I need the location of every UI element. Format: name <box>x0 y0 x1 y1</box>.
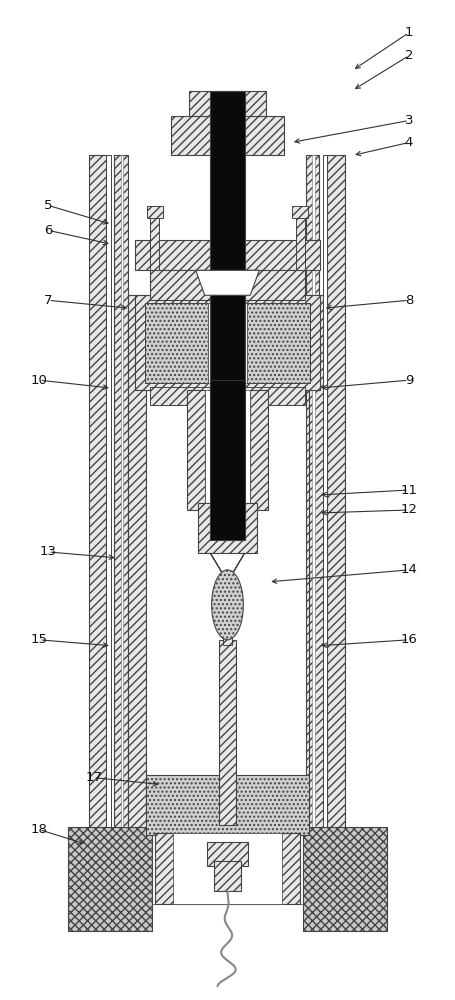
Bar <box>155 833 300 904</box>
Bar <box>250 390 268 510</box>
Bar <box>151 270 304 300</box>
Text: 15: 15 <box>31 633 48 646</box>
Circle shape <box>212 570 243 640</box>
Text: 9: 9 <box>405 374 413 387</box>
Bar <box>327 155 344 914</box>
Bar <box>147 206 162 218</box>
Text: 5: 5 <box>44 199 53 212</box>
Bar <box>121 155 123 914</box>
Bar <box>146 775 309 835</box>
Bar <box>208 303 247 383</box>
Bar <box>219 640 236 825</box>
Bar <box>68 827 152 931</box>
Bar <box>89 155 106 914</box>
Bar <box>303 827 387 931</box>
Bar <box>312 155 314 914</box>
Bar <box>210 91 245 540</box>
Text: 7: 7 <box>44 294 53 307</box>
Text: 4: 4 <box>405 136 413 149</box>
Polygon shape <box>210 553 245 582</box>
Text: 1: 1 <box>404 26 413 39</box>
Bar <box>189 91 266 116</box>
Text: 18: 18 <box>31 823 48 836</box>
Bar <box>309 295 327 904</box>
Bar <box>114 155 128 914</box>
Bar <box>106 155 111 914</box>
Bar <box>135 295 320 390</box>
Bar <box>305 155 319 914</box>
Text: 12: 12 <box>400 503 417 516</box>
Text: 17: 17 <box>85 771 102 784</box>
Bar <box>296 210 304 270</box>
Bar <box>128 295 146 904</box>
Bar <box>198 503 257 553</box>
Text: 6: 6 <box>44 224 52 237</box>
Text: 16: 16 <box>400 633 417 646</box>
Text: 3: 3 <box>404 114 413 127</box>
Bar <box>187 390 205 510</box>
Bar <box>135 240 320 270</box>
Text: 11: 11 <box>400 484 417 497</box>
Text: 8: 8 <box>405 294 413 307</box>
Bar <box>173 833 282 904</box>
Text: 14: 14 <box>400 563 417 576</box>
Text: 2: 2 <box>404 49 413 62</box>
Text: 10: 10 <box>31 374 48 387</box>
Bar <box>205 390 250 510</box>
Polygon shape <box>196 270 259 295</box>
Text: 13: 13 <box>40 545 57 558</box>
Bar <box>214 861 241 891</box>
Bar <box>171 116 284 155</box>
Bar <box>210 380 245 540</box>
Bar <box>247 303 310 383</box>
Bar <box>145 303 208 383</box>
Bar <box>146 295 309 904</box>
Bar <box>151 387 304 405</box>
Bar <box>151 210 159 270</box>
Bar <box>223 605 232 645</box>
Bar <box>323 155 327 914</box>
Bar <box>293 206 308 218</box>
Bar <box>207 842 248 866</box>
